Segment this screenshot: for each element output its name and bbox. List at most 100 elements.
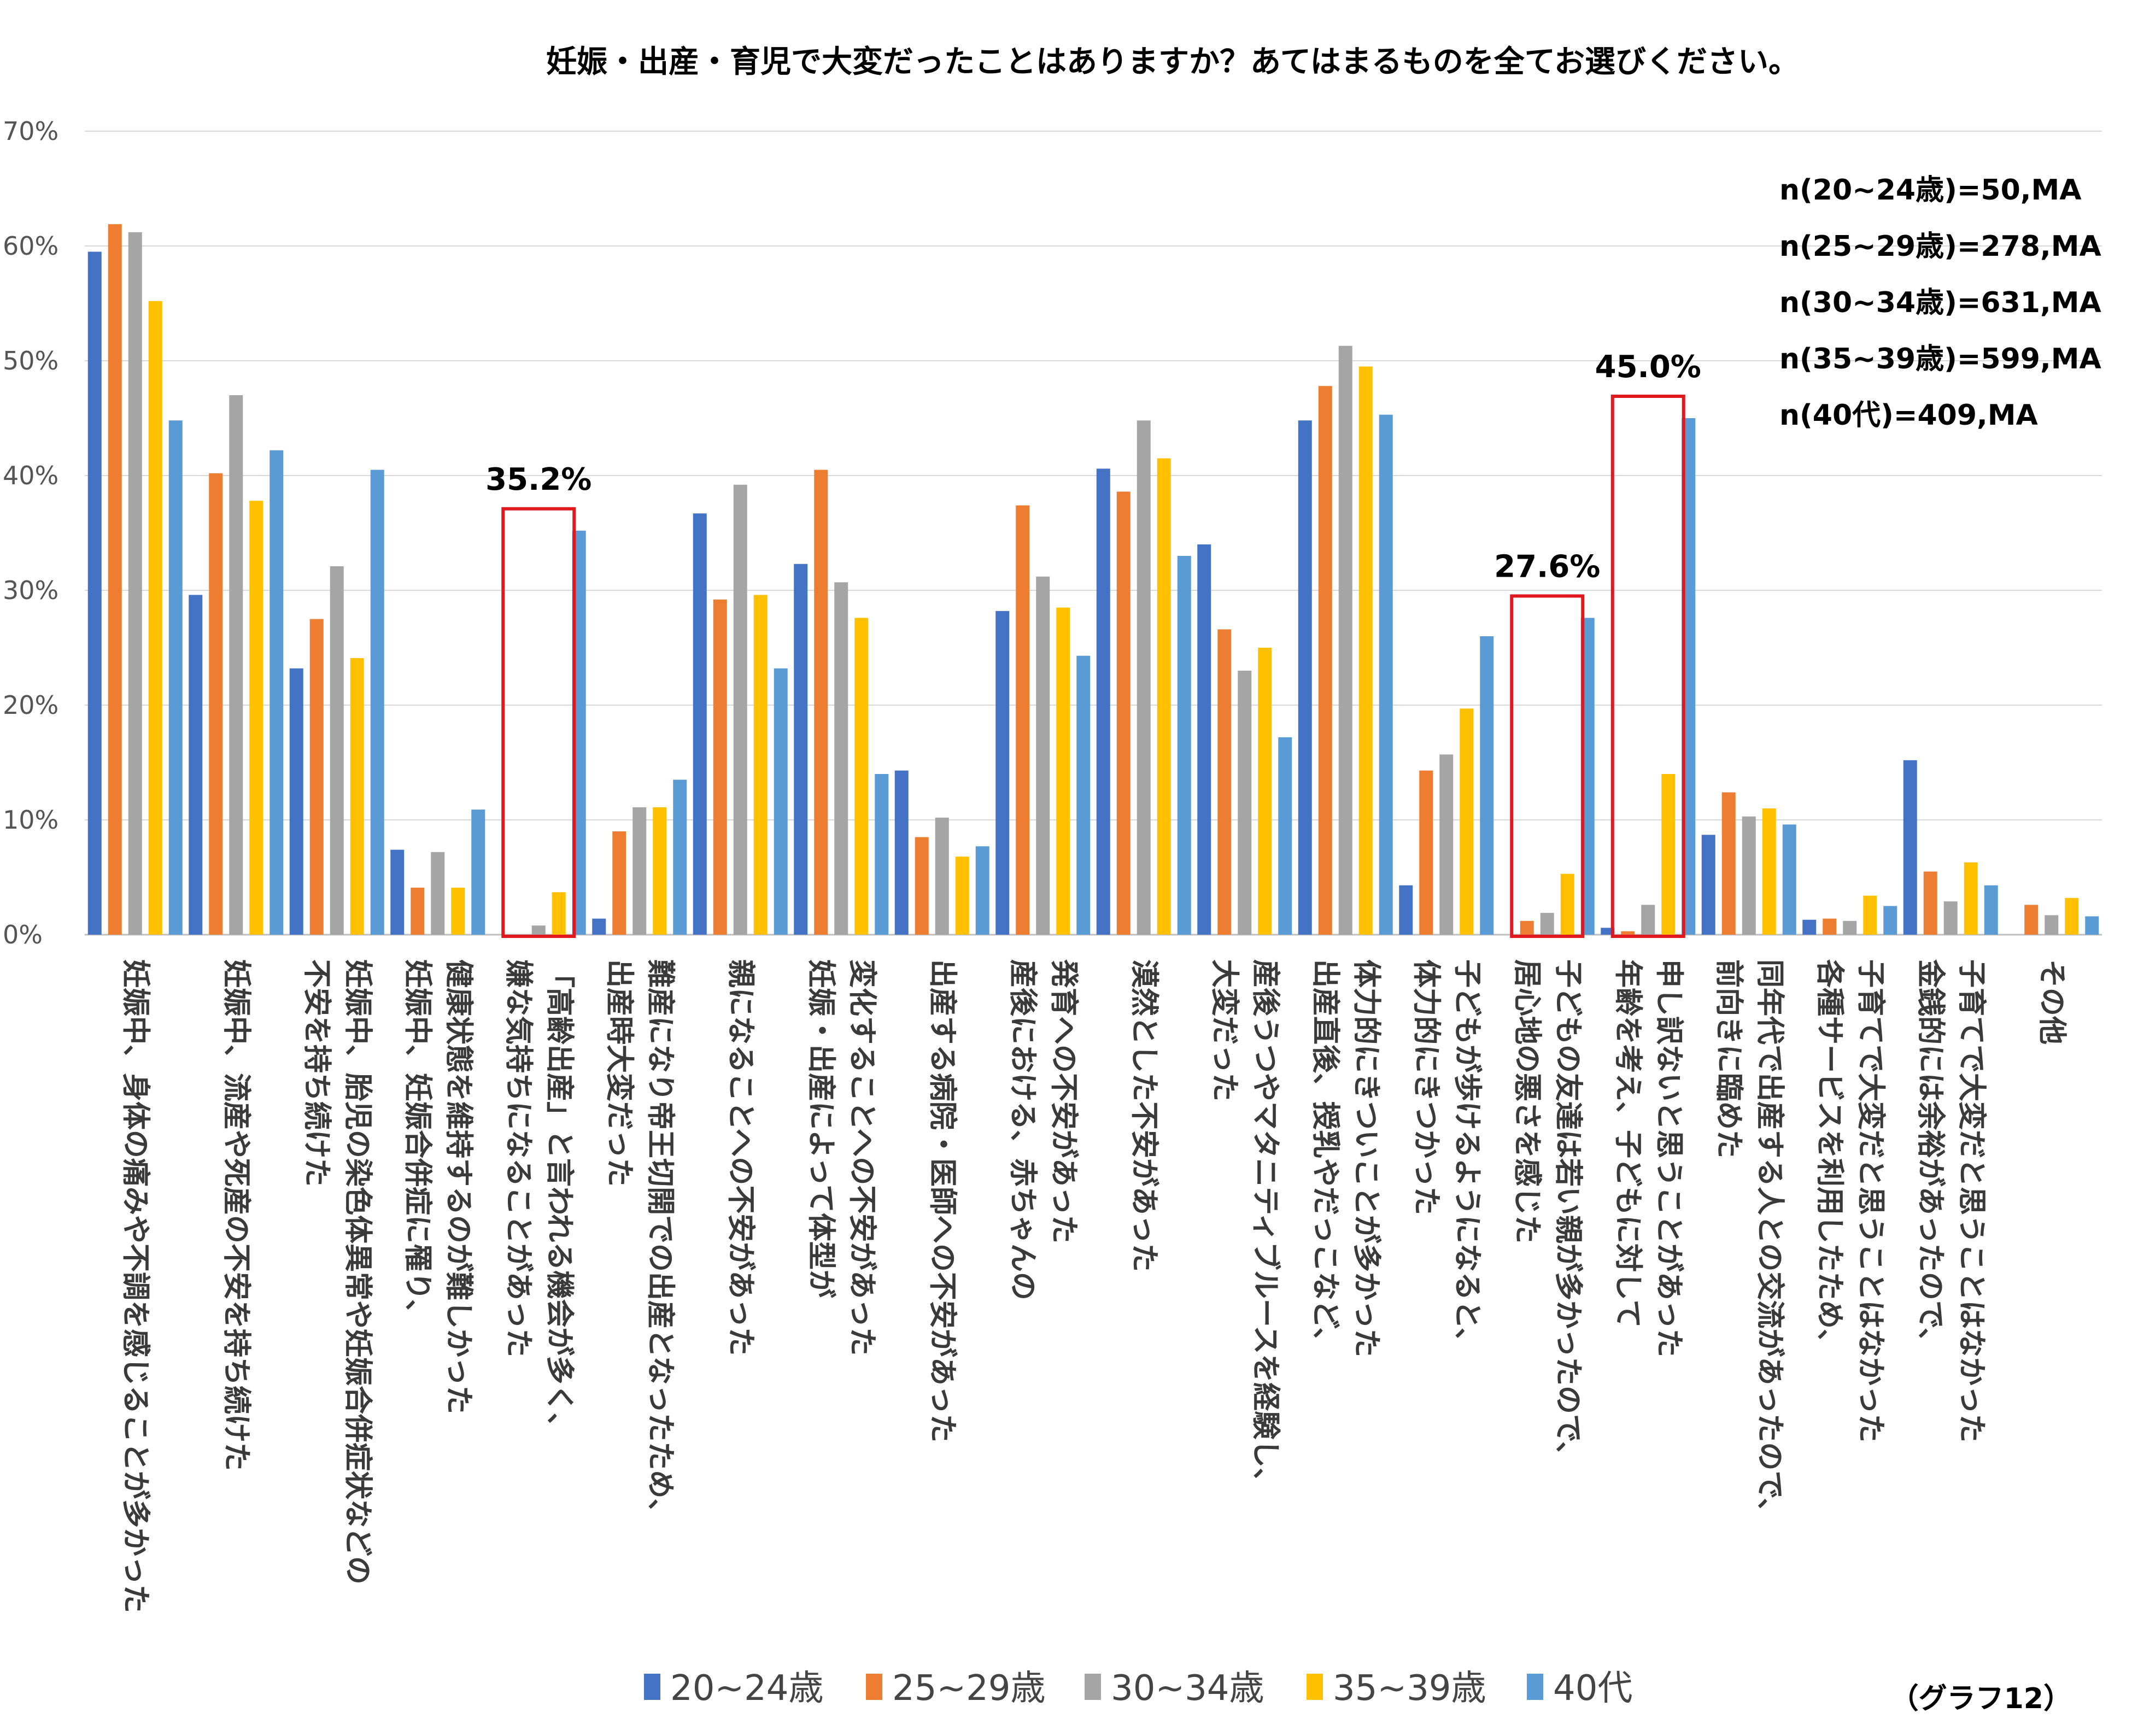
bar — [309, 619, 324, 935]
category-labels: 妊娠中、身体の痛みや不調を感じることが多かった 妊娠中、流産や死産の不安を持ち続け… — [119, 959, 2068, 1613]
bar — [189, 595, 203, 935]
bar — [1641, 905, 1655, 935]
category-label: 変化することへの不安があった — [845, 959, 878, 1356]
category-label: 妊娠中、胎児の染色体異常や妊娠合併症状などの — [341, 959, 374, 1585]
category-label: 嫌な気持ちになることがあった — [502, 959, 535, 1357]
bar — [774, 668, 788, 935]
bar — [1016, 505, 1030, 935]
legend: 20~24歳 25~29歳 30~34歳 35~39歳 40代 — [644, 1668, 1632, 1709]
category-label: 体力的にきつかった — [1409, 959, 1442, 1215]
legend-swatch — [866, 1674, 882, 1700]
category-label: 前向きに臨めた — [1712, 959, 1745, 1158]
bar — [370, 470, 384, 935]
bar — [1621, 931, 1635, 935]
y-tick-label: 40% — [3, 461, 58, 490]
bar — [1883, 906, 1897, 935]
bar — [733, 484, 747, 935]
bar — [632, 807, 647, 935]
bar — [1661, 774, 1676, 935]
bar — [1358, 366, 1373, 935]
legend-label: 30~34歳 — [1111, 1668, 1264, 1709]
legend-swatch — [644, 1674, 660, 1700]
bar — [1399, 885, 1413, 935]
bar — [270, 450, 284, 935]
bar — [854, 618, 869, 935]
bar — [1802, 919, 1817, 935]
category-label: 同年代で出産する人との交流があったので、 — [1753, 959, 1786, 1526]
category-label: 難産になり帝王切開での出産となったため、 — [643, 959, 676, 1527]
category-label: 「高齢出産」と言われる機会が多く、 — [543, 959, 576, 1441]
category-label: 申し訳ないと思うことがあった — [1652, 959, 1685, 1357]
category-label: 年齢を考え、子どもに対して — [1611, 959, 1644, 1328]
bar — [1197, 544, 1211, 935]
highlight-box — [501, 507, 576, 938]
bar-series — [87, 224, 2099, 935]
category-label: 不安を持ち続けた — [300, 959, 333, 1187]
category-label: 産後うつやマタニティブルースを経験し、 — [1249, 959, 1281, 1496]
bar — [1984, 885, 1998, 935]
bar — [1137, 420, 1151, 935]
bar — [1217, 629, 1232, 935]
bar — [209, 473, 223, 935]
sample-size-line: n(40代)=409,MA — [1779, 399, 2038, 432]
category-label: 妊娠中、身体の痛みや不調を感じることが多かった — [119, 959, 151, 1613]
bar — [1076, 655, 1091, 935]
highlight-value-label: 45.0% — [1595, 349, 1701, 385]
bar — [1056, 607, 1070, 935]
chart-title: 妊娠・出産・育児で大変だったことはありますか？あてはまるものを全てお選びください… — [546, 44, 1799, 80]
bar — [894, 770, 909, 935]
y-tick-label: 0% — [3, 920, 43, 949]
legend-label: 25~29歳 — [892, 1668, 1046, 1709]
y-tick-label: 50% — [3, 346, 58, 376]
bar — [1157, 458, 1171, 935]
legend-swatch — [1307, 1674, 1323, 1700]
bar — [975, 846, 989, 935]
bar — [289, 668, 303, 935]
sample-size-line: n(25~29歳)=278,MA — [1779, 230, 2101, 263]
y-axis-ticks: 0% 10% 20% 30% 40% 50% 60% 70% — [3, 116, 58, 949]
bar — [834, 582, 848, 935]
y-tick-label: 20% — [3, 690, 58, 720]
bar — [350, 658, 364, 935]
category-label: 漠然とした不安があった — [1127, 959, 1160, 1272]
category-label: 産後における、赤ちゃんの — [1006, 959, 1039, 1300]
bar — [1439, 754, 1454, 935]
bar — [612, 831, 626, 935]
bar — [471, 810, 485, 935]
bar — [1540, 913, 1554, 935]
highlight-box — [1610, 395, 1685, 938]
category-label: 出産時大変だった — [602, 959, 635, 1187]
sample-size-info: n(20~24歳)=50,MA n(25~29歳)=278,MA n(30~34歳)… — [1779, 174, 2101, 432]
highlight-box — [1510, 594, 1585, 938]
bar — [1480, 636, 1494, 935]
bar — [1419, 770, 1433, 935]
bar — [552, 892, 566, 935]
bar — [1338, 345, 1352, 935]
bar — [1238, 671, 1252, 935]
highlight-boxes: 35.2% 27.6% 45.0% — [485, 349, 1701, 938]
bar — [1742, 816, 1756, 935]
bar — [1318, 386, 1332, 935]
category-label: その他 — [2035, 959, 2068, 1045]
bar — [915, 837, 929, 935]
category-label: 子育てで大変だと思うことはなかった — [1854, 959, 1887, 1442]
bar — [168, 420, 183, 935]
bar — [1278, 737, 1292, 935]
bar — [1379, 414, 1393, 935]
bar — [592, 918, 606, 935]
category-label: 妊娠・出産によって体型が — [804, 959, 837, 1298]
legend-swatch — [1527, 1674, 1543, 1700]
bar — [1298, 420, 1312, 935]
graph-number-note: （グラフ12） — [1890, 1682, 2072, 1715]
bar — [1863, 895, 1877, 935]
bar — [713, 599, 727, 935]
category-label: 子どもの友達は若い親が多かったので、 — [1551, 959, 1584, 1470]
bar — [955, 857, 969, 935]
sample-size-line: n(20~24歳)=50,MA — [1779, 174, 2082, 207]
bar — [1560, 873, 1574, 935]
bar — [1782, 824, 1796, 935]
bar — [330, 566, 344, 935]
bar — [1964, 862, 1978, 935]
bar — [87, 251, 102, 935]
category-label: 子どもが歩けるようになると、 — [1450, 959, 1483, 1356]
